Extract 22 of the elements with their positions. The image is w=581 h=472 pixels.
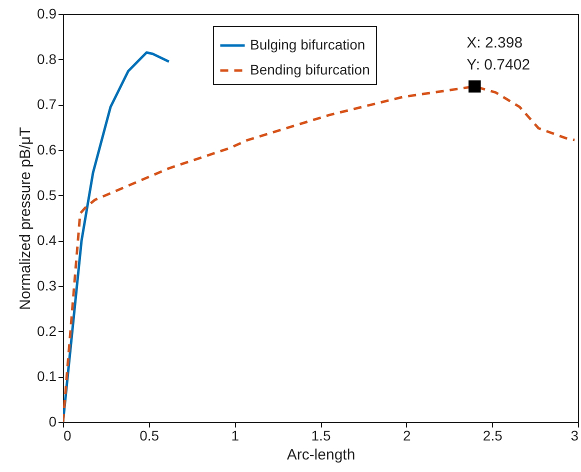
x-axis-title: Arc-length (286, 446, 356, 464)
x-tick-label: 1.5 (311, 428, 331, 444)
y-tick-label: 0.6 (37, 142, 57, 158)
y-tick-label: 0.3 (37, 278, 57, 294)
x-tick-label: 1 (231, 428, 240, 444)
x-tick-label: 2.5 (482, 428, 503, 444)
x-tick-label: 0 (64, 428, 72, 444)
annotation: X: 2.398 Y: 0.7402 (466, 34, 530, 74)
legend-label: Bulging bifurcation (250, 36, 366, 52)
y-tick-label: 0.2 (37, 322, 57, 339)
legend-label: Bending bifurcation (250, 62, 370, 78)
x-tick-label: 2 (402, 428, 411, 444)
y-tick-label: 0.1 (37, 368, 57, 384)
x-tick-label: 3 (570, 428, 579, 444)
y-tick-label: 0.8 (37, 50, 57, 67)
y-tick-label: 0.4 (37, 232, 57, 248)
y-tick-label: 0.9 (37, 6, 57, 22)
y-tick-label: 0 (48, 414, 57, 430)
y-tick-label: 0.5 (37, 186, 57, 203)
x-tick-label: 0.5 (140, 428, 160, 444)
y-tick-label: 0.7 (37, 96, 57, 112)
y-axis-title: Normalized pressure pB/μT (17, 127, 34, 310)
